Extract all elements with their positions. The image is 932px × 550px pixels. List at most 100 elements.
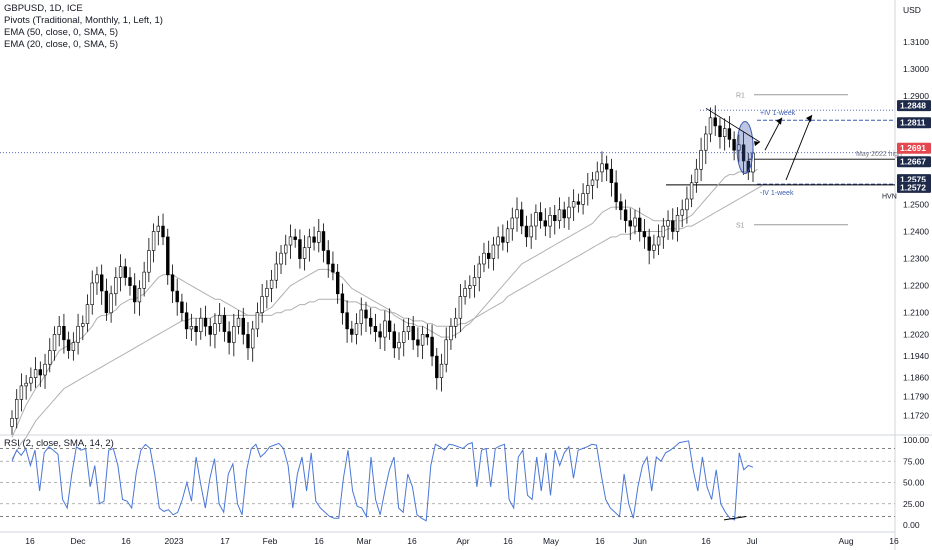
candle [255, 312, 260, 330]
arrow-1-head [776, 117, 782, 125]
ema20-line [11, 168, 758, 438]
candle [265, 288, 269, 297]
candle [538, 212, 543, 221]
x-tick-label: 16 [407, 536, 417, 546]
y-tick-label: 1.1790 [903, 392, 929, 402]
price-axis-label-text: 1.2572 [900, 182, 926, 192]
candle [298, 239, 302, 259]
candle [350, 328, 354, 335]
candle [435, 355, 439, 379]
candle [534, 212, 538, 227]
ema50-line [11, 185, 763, 460]
candle [595, 171, 599, 181]
candle [335, 271, 340, 295]
candle [133, 285, 137, 303]
price-axis-label [897, 181, 931, 193]
candle [477, 263, 481, 278]
candle [109, 293, 113, 314]
candle [373, 325, 378, 332]
candle [104, 290, 109, 314]
candle [57, 325, 61, 335]
candle [24, 382, 28, 387]
candle [548, 215, 552, 227]
candle [166, 236, 170, 276]
candle [38, 369, 43, 376]
price-axis-label [897, 156, 931, 168]
candle [222, 315, 227, 332]
x-tick-label: May [543, 536, 560, 546]
candle [515, 209, 519, 219]
candle [694, 168, 699, 183]
candle [567, 206, 571, 219]
x-tick-label: 16 [25, 536, 35, 546]
candle [364, 309, 368, 319]
candle [151, 231, 156, 251]
candle [161, 225, 165, 238]
candle [123, 266, 128, 278]
candle [246, 334, 250, 349]
candle [95, 274, 99, 284]
arrow-2 [785, 114, 813, 181]
price-axis-label-text: 1.2575 [900, 175, 926, 185]
candle [345, 312, 349, 330]
candle [656, 236, 661, 246]
candle [420, 334, 425, 346]
x-tick-label: Feb [263, 536, 278, 546]
candle [85, 304, 90, 324]
candle [609, 168, 614, 183]
candle [491, 244, 496, 259]
rsi-tick-label: 100.00 [903, 435, 929, 445]
candle [232, 325, 236, 343]
candle [637, 217, 642, 232]
x-tick-label: 16 [889, 536, 899, 546]
candle [293, 236, 297, 240]
candle [283, 244, 288, 254]
candle [180, 301, 184, 313]
x-tick-label: Aug [838, 536, 853, 546]
candle [519, 209, 524, 227]
candle [147, 250, 151, 273]
candle [241, 317, 245, 335]
candle [505, 228, 510, 243]
candle [685, 198, 689, 211]
annotation-label: -IV 1-week [760, 190, 794, 197]
candle [33, 369, 38, 379]
candle [411, 325, 415, 341]
x-tick-label: Jul [747, 536, 758, 546]
candle [722, 128, 727, 138]
price-axis-label-text: 1.2811 [900, 118, 926, 128]
axis-currency-label: USD [903, 5, 921, 15]
candle [713, 117, 717, 127]
candle [581, 193, 585, 205]
candle [463, 288, 467, 297]
candle [76, 325, 80, 343]
candle [114, 277, 118, 295]
candle [260, 296, 264, 314]
candle [741, 144, 746, 162]
x-tick-label: Dec [70, 536, 86, 546]
candle [406, 325, 411, 332]
y-tick-label: 1.3000 [903, 64, 929, 74]
candle [652, 244, 656, 251]
candle [326, 250, 330, 265]
trend-arrow-head [754, 141, 760, 147]
candle [557, 209, 562, 221]
candle [699, 150, 703, 170]
legend-symbol: GBPUSD, 1D, ICE [4, 3, 83, 14]
y-tick-label: 1.2400 [903, 227, 929, 237]
candle [156, 225, 160, 232]
candle [453, 317, 458, 327]
candle [524, 225, 529, 238]
candle [194, 325, 198, 332]
y-tick-label: 1.2500 [903, 199, 929, 209]
y-tick-label: 1.2300 [903, 254, 929, 264]
x-tick-label: Apr [456, 536, 469, 546]
candle [227, 331, 231, 343]
candle [401, 331, 406, 343]
x-tick-label: 2023 [165, 536, 184, 546]
candle [62, 325, 66, 341]
candle [279, 252, 283, 265]
arrow-2-head [806, 115, 812, 123]
y-tick-label: 1.3100 [903, 37, 929, 47]
